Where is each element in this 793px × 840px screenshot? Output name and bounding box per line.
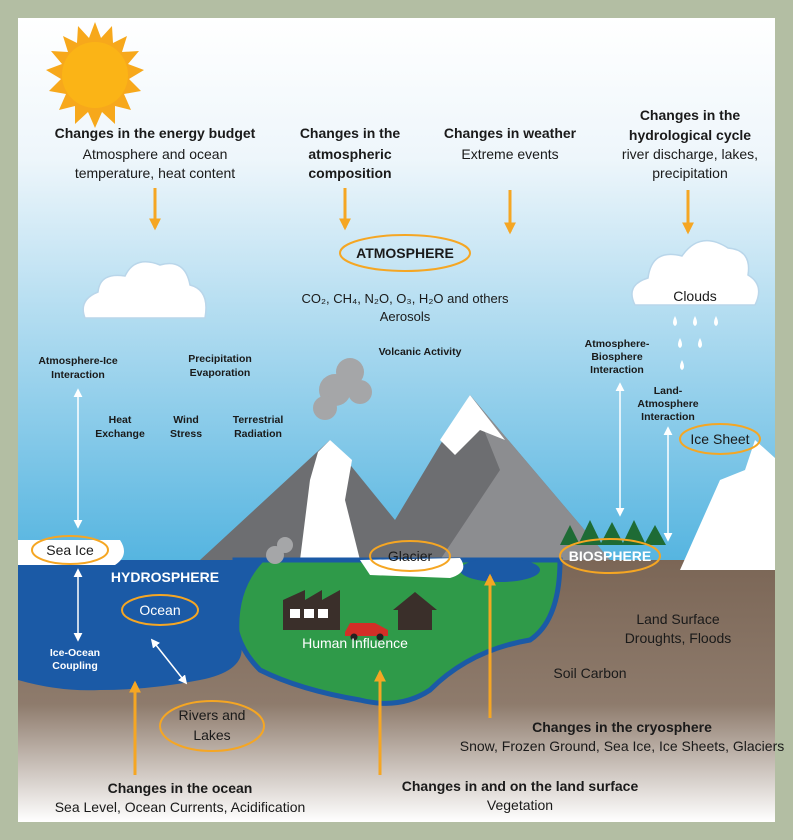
detail: Soil Carbon bbox=[553, 665, 626, 681]
process: Precipitation bbox=[188, 353, 252, 365]
component: Rivers and bbox=[179, 707, 246, 723]
cloud-left bbox=[82, 261, 207, 319]
human-icons bbox=[266, 537, 437, 641]
process: Evaporation bbox=[190, 367, 251, 379]
sun bbox=[46, 22, 144, 128]
component: ATMOSPHERE bbox=[356, 245, 454, 261]
process: Wind bbox=[173, 414, 199, 426]
process: Land- bbox=[654, 385, 683, 397]
detail: CO₂, CH₄, N₂O, O₃, H₂O and others bbox=[301, 291, 509, 306]
labels: Changes in the energy budget Atmosphere … bbox=[38, 107, 784, 815]
cloud-right bbox=[631, 239, 760, 306]
detail: Snow, Frozen Ground, Sea Ice, Ice Sheets… bbox=[460, 738, 785, 754]
component: Human Influence bbox=[302, 635, 408, 651]
heading: composition bbox=[308, 165, 391, 181]
heading: hydrological cycle bbox=[629, 127, 751, 143]
process: Ice-Ocean bbox=[50, 647, 100, 659]
heading: Changes in the energy budget bbox=[55, 125, 256, 141]
detail: Sea Level, Ocean Currents, Acidification bbox=[55, 799, 306, 815]
mountains bbox=[200, 358, 610, 560]
oval bbox=[679, 423, 761, 455]
component: HYDROSPHERE bbox=[111, 569, 219, 585]
detail: Droughts, Floods bbox=[625, 630, 732, 646]
process: Atmosphere bbox=[637, 398, 698, 410]
process: Coupling bbox=[52, 660, 98, 672]
process: Interaction bbox=[641, 411, 695, 423]
process: Volcanic Activity bbox=[379, 346, 462, 358]
detail: Vegetation bbox=[487, 797, 553, 813]
oval bbox=[559, 538, 661, 574]
oval bbox=[369, 540, 451, 572]
heading: Changes in the bbox=[640, 107, 741, 123]
process: Atmosphere-Ice bbox=[38, 355, 118, 367]
process: Interaction bbox=[51, 369, 105, 381]
ice-sheet bbox=[680, 440, 775, 570]
oval bbox=[339, 234, 471, 272]
component: BIOSPHERE bbox=[569, 548, 651, 564]
component: Sea Ice bbox=[46, 542, 94, 558]
glacier-tongue bbox=[360, 558, 464, 578]
detail: temperature, heat content bbox=[75, 165, 235, 181]
oval bbox=[121, 594, 199, 626]
detail: Atmosphere and ocean bbox=[83, 146, 228, 162]
lake bbox=[460, 558, 540, 582]
process: Biosphere bbox=[591, 351, 643, 363]
heading: Changes in and on the land surface bbox=[402, 778, 639, 794]
process: Terrestrial bbox=[233, 414, 284, 426]
cloud-label: Clouds bbox=[673, 288, 717, 304]
heading: Changes in the bbox=[300, 125, 401, 141]
process: Exchange bbox=[95, 428, 145, 440]
oval bbox=[31, 535, 109, 565]
forcing-arrows bbox=[129, 188, 694, 775]
detail: Extreme events bbox=[461, 146, 558, 162]
component: Glacier bbox=[388, 548, 433, 564]
process: Stress bbox=[170, 428, 202, 440]
component: Ocean bbox=[139, 602, 180, 618]
heading: Changes in the ocean bbox=[108, 780, 253, 796]
heading: Changes in weather bbox=[444, 125, 577, 141]
process: Interaction bbox=[590, 364, 644, 376]
component: Lakes bbox=[193, 727, 230, 743]
rain bbox=[673, 316, 718, 370]
detail: precipitation bbox=[652, 165, 728, 181]
process: Atmosphere- bbox=[585, 338, 650, 350]
detail: Land Surface bbox=[636, 611, 719, 627]
process: Radiation bbox=[234, 428, 282, 440]
detail: river discharge, lakes, bbox=[622, 146, 758, 162]
interaction-arrows bbox=[73, 382, 673, 685]
heading: Changes in the cryosphere bbox=[532, 719, 712, 735]
component: Ice Sheet bbox=[690, 431, 749, 447]
oval bbox=[159, 700, 265, 752]
process: Heat bbox=[109, 414, 132, 426]
detail: Aerosols bbox=[380, 309, 431, 324]
heading: atmospheric bbox=[308, 146, 391, 162]
